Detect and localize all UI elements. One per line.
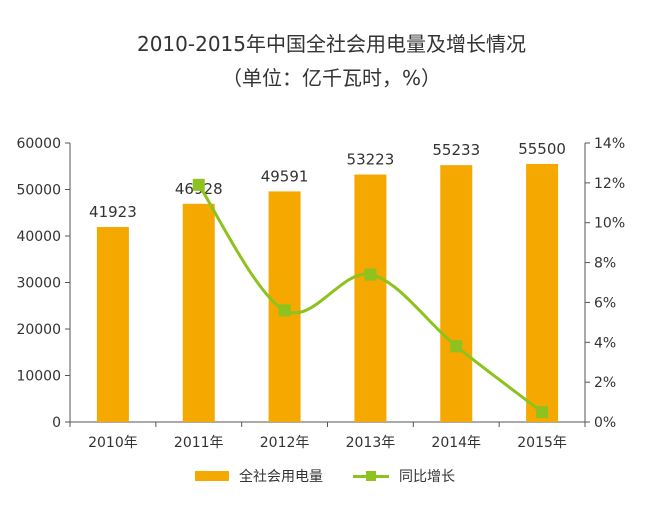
legend-item-bar: 全社会用电量	[195, 466, 323, 486]
bar-data-label: 53223	[347, 151, 395, 169]
bar	[182, 203, 215, 422]
bar	[354, 174, 387, 422]
bar-data-label: 55500	[518, 140, 566, 158]
x-tick-label: 2015年	[517, 435, 567, 451]
chart-subtitle: （单位：亿千瓦时，%）	[221, 66, 441, 90]
legend-item-line: 同比增长	[353, 466, 455, 486]
x-tick-label: 2014年	[431, 435, 481, 451]
left-tick-label: 30000	[16, 276, 61, 292]
left-tick-label: 40000	[16, 229, 61, 245]
legend-bar-swatch	[195, 471, 229, 481]
chart-title: 2010-2015年中国全社会用电量及增长情况	[136, 32, 526, 56]
bar	[440, 165, 473, 422]
growth-point	[192, 178, 205, 191]
legend-line-swatch	[353, 470, 389, 482]
growth-point	[278, 304, 291, 317]
right-tick-label: 6%	[594, 295, 616, 311]
right-tick-label: 14%	[594, 136, 625, 152]
left-tick-label: 20000	[16, 322, 61, 338]
bar-data-label: 41923	[89, 203, 137, 221]
bar	[526, 163, 559, 423]
legend: 全社会用电量 同比增长	[195, 466, 485, 486]
left-tick-label: 60000	[16, 136, 61, 152]
right-tick-label: 0%	[594, 415, 616, 431]
bar	[96, 227, 129, 422]
growth-point	[364, 268, 377, 281]
right-tick-label: 4%	[594, 335, 616, 351]
right-tick-label: 10%	[594, 216, 625, 232]
right-tick-label: 8%	[594, 256, 616, 272]
legend-label-bar: 全社会用电量	[239, 469, 323, 485]
right-tick-label: 12%	[594, 176, 625, 192]
left-tick-label: 50000	[16, 183, 61, 199]
left-tick-label: 10000	[16, 369, 61, 385]
left-tick-label: 0	[52, 415, 61, 431]
right-tick-label: 2%	[594, 375, 616, 391]
x-tick-label: 2013年	[346, 435, 396, 451]
growth-point	[450, 340, 463, 353]
bar-data-label: 49591	[261, 167, 309, 185]
x-tick-label: 2011年	[174, 435, 224, 451]
bar-data-label: 55233	[432, 141, 480, 159]
x-tick-label: 2010年	[88, 435, 138, 451]
x-tick-label: 2012年	[260, 435, 310, 451]
growth-point	[536, 406, 549, 419]
legend-label-line: 同比增长	[399, 469, 455, 485]
